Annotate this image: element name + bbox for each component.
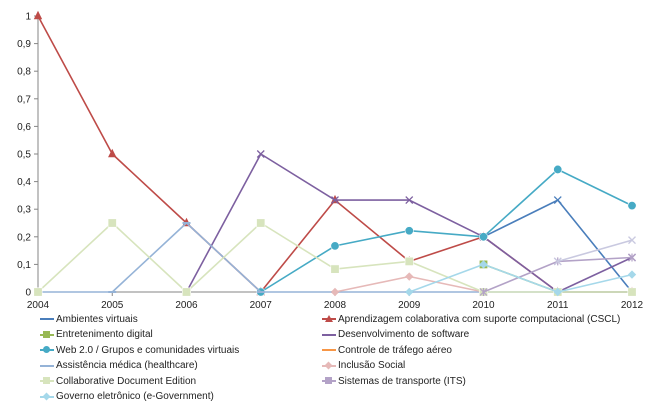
legend-item: Entretenimento digital [40,329,153,341]
series-1-point [330,194,340,204]
y-tick-label: 0,3 [17,205,31,216]
y-tick-label: 1 [25,12,31,23]
x-tick-label: 2012 [621,300,644,311]
y-tick-label: 0,5 [17,150,31,161]
series-10-line [409,263,633,293]
legend-item: Ambientes virtuais [40,313,138,325]
legend-label: Assistência médica (healthcare) [56,360,198,371]
series-10-point [479,260,488,269]
legend-swatch [322,375,336,387]
series-8-point [627,287,637,297]
series-0-point [553,196,562,205]
series-8-point [404,256,414,266]
legend-swatch [40,313,54,325]
legend-item: Inclusão Social [322,360,405,372]
series-10-point [405,287,414,297]
legend-item: Governo eletrônico (e-Government) [40,391,214,403]
series-3-point [256,150,265,158]
series-8-point [256,218,266,228]
x-tick-label: 2010 [472,300,495,311]
series-1-line [37,15,632,293]
series-3-point [405,196,414,205]
legend-swatch [322,329,336,341]
series-10-point [553,287,562,297]
legend-label: Sistemas de transporte (ITS) [338,375,466,387]
y-tick-label: 0,9 [17,39,31,50]
legend-label: Aprendizagem colaborativa com suporte co… [338,313,621,325]
series-4-line [260,168,633,293]
series-4-point [478,232,488,242]
series-8-point [33,287,43,297]
legend-swatch [322,344,336,356]
x-tick-label: 2009 [398,300,421,311]
legend-swatch [40,360,54,372]
legend-swatch [40,391,54,403]
x-tick-label: 2006 [175,300,198,311]
series-8-point [107,218,117,228]
legend-item: Web 2.0 / Grupos e comunidades virtuais [40,344,239,356]
legend-label: Web 2.0 / Grupos e comunidades virtuais [56,344,240,356]
legend-item: Collaborative Document Edition [40,375,196,387]
legend-swatch [40,375,54,387]
y-tick-label: 0,1 [17,260,31,271]
series-11-point [628,236,636,245]
legend-label: Controle de tráfego aéreo [338,344,452,356]
legend-swatch [322,360,336,372]
y-tick-label: 0,6 [17,122,31,133]
legend-label: Collaborative Document Edition [56,375,197,387]
legend-label: Governo eletrônico (e-Government) [56,391,214,402]
x-tick-label: 2004 [27,300,50,311]
series-3-line [185,153,633,293]
legend-item: Aprendizagem colaborativa com suporte co… [322,313,620,325]
x-tick-label: 2005 [101,300,124,311]
legend-item: Sistemas de transporte (ITS) [322,375,466,387]
legend-swatch [322,313,336,325]
legend-item: Assistência médica (healthcare) [40,360,198,372]
legend-label: Inclusão Social [338,360,406,371]
legend-swatch [40,329,54,341]
y-tick-label: 0,4 [17,177,31,188]
series-1-point [33,10,43,20]
plot-area: 0 0,1 0,2 0,3 0,4 0,5 0,6 0,7 0,8 0,9 1 2004 2005 200… [17,10,644,311]
series-7-point [330,287,340,297]
legend-label: Entretenimento digital [56,329,153,340]
y-tick-label: 0 [25,288,31,299]
legend-item: Controle de tráfego aéreo [322,344,452,356]
y-tick-label: 0,7 [17,94,31,105]
series-8-point [330,264,340,274]
x-tick-label: 2007 [250,300,273,311]
series-4-point [404,226,414,236]
series-4-point [627,201,637,211]
series-11-point [553,257,562,266]
legend-label: Ambientes virtuais [56,313,138,325]
series-10-point [627,270,637,279]
series-4-point [553,164,563,174]
series-3-point [331,196,339,205]
legend-label: Desenvolvimento de software [338,329,470,340]
legend-item: Desenvolvimento de software [322,329,469,341]
series-8-point [182,287,192,297]
series-9-point [628,253,636,262]
series-11-line [557,239,633,263]
series-9-point [479,288,488,296]
series-7-point [405,272,414,281]
legend-swatch [40,344,54,356]
y-tick-label: 0,8 [17,67,31,78]
x-tick-label: 2011 [547,300,569,311]
series-4-point [330,241,340,251]
series-1-point [108,148,117,158]
y-tick-label: 0,2 [17,232,31,243]
x-tick-label: 2008 [324,300,347,311]
